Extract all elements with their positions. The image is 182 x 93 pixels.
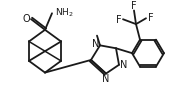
- Text: F: F: [131, 1, 137, 11]
- Text: NH$_2$: NH$_2$: [55, 6, 73, 19]
- Text: N: N: [92, 39, 100, 49]
- Text: N: N: [120, 60, 128, 70]
- Text: N: N: [102, 74, 110, 84]
- Text: F: F: [116, 15, 122, 25]
- Text: F: F: [148, 13, 154, 23]
- Text: O: O: [22, 14, 30, 24]
